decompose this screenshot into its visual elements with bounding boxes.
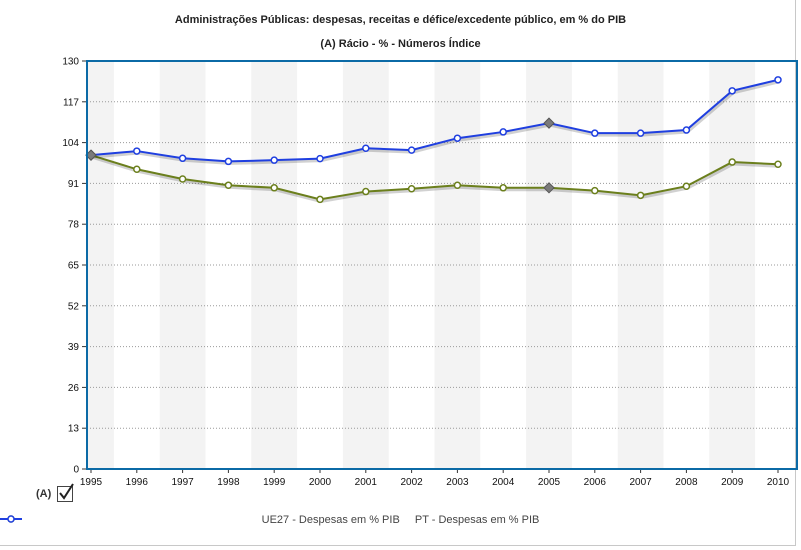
data-point xyxy=(453,134,462,142)
data-point xyxy=(178,175,187,183)
y-tick-label: 104 xyxy=(62,138,79,149)
series-line xyxy=(90,154,779,201)
data-point xyxy=(774,160,782,169)
x-tick-label: 1998 xyxy=(217,477,240,488)
x-tick-label: 2001 xyxy=(355,477,378,488)
chart-subtitle: (A) Rácio - % - Números Índice xyxy=(320,38,481,50)
y-tick-label: 52 xyxy=(68,301,80,312)
x-tick-label: 2002 xyxy=(400,477,423,488)
data-point xyxy=(499,128,507,136)
y-tick-label: 130 xyxy=(62,57,79,68)
data-point xyxy=(591,186,599,195)
data-point-highlight xyxy=(543,182,555,194)
data-point xyxy=(133,147,141,155)
x-tick-label: 2005 xyxy=(538,477,561,488)
x-tick-label: 2010 xyxy=(767,477,790,488)
data-point xyxy=(407,146,416,154)
x-tick-label: 2004 xyxy=(492,477,515,488)
x-tick-label: 2008 xyxy=(675,477,698,488)
legend-label-pt: PT - Despesas em % PIB xyxy=(414,514,540,526)
data-point xyxy=(316,154,324,163)
toggle-checkbox[interactable] xyxy=(57,483,75,502)
x-tick-label: 2000 xyxy=(309,477,332,488)
legend: UE27 - Despesas em % PIB PT - Despesas e… xyxy=(0,514,801,526)
data-point xyxy=(178,154,187,163)
chart-title: Administrações Públicas: despesas, recei… xyxy=(174,14,627,26)
legend-item-pt[interactable]: PT - Despesas em % PIB xyxy=(0,514,540,526)
y-tick-label: 26 xyxy=(68,383,80,394)
data-point xyxy=(362,187,370,196)
data-point xyxy=(224,181,233,190)
y-tick-label: 39 xyxy=(68,342,80,353)
x-tick-label: 1996 xyxy=(126,477,149,488)
data-point xyxy=(591,129,599,137)
data-point xyxy=(316,195,324,204)
toggle-label: (A) xyxy=(36,488,52,500)
y-tick-label: 13 xyxy=(68,424,80,435)
series-toggle[interactable]: (A) xyxy=(36,483,75,502)
column-band xyxy=(434,61,481,469)
data-point xyxy=(682,182,691,190)
x-tick-label: 1997 xyxy=(171,477,194,488)
y-tick-label: 78 xyxy=(68,220,80,231)
x-tick-label: 1999 xyxy=(263,477,286,488)
data-point xyxy=(499,184,507,192)
data-point xyxy=(774,76,782,84)
checkmark-icon xyxy=(59,483,75,500)
data-point xyxy=(362,144,370,152)
x-tick-label: 2007 xyxy=(629,477,652,488)
y-tick-label: 117 xyxy=(63,97,79,108)
x-tick-label: 1995 xyxy=(80,477,103,488)
y-tick-label: 91 xyxy=(68,179,80,190)
data-point xyxy=(453,181,462,190)
data-point xyxy=(224,157,233,166)
legend-item-ue27[interactable]: UE27 - Despesas em % PIB xyxy=(0,514,400,526)
column-band xyxy=(617,61,664,469)
column-band xyxy=(87,61,114,469)
series-line-shadow xyxy=(91,155,780,203)
data-point xyxy=(636,129,645,137)
x-tick-label: 2006 xyxy=(584,477,607,488)
series-line xyxy=(90,78,779,163)
data-point xyxy=(270,156,278,164)
column-band xyxy=(159,61,206,469)
data-point xyxy=(682,126,691,134)
data-point xyxy=(407,184,416,193)
data-point xyxy=(728,87,736,95)
legend-line-pt-icon xyxy=(0,515,22,523)
data-point xyxy=(270,184,278,192)
data-point xyxy=(636,191,645,200)
x-tick-label: 2003 xyxy=(446,477,469,488)
data-point xyxy=(728,158,736,166)
series-line-shadow xyxy=(91,80,780,165)
x-tick-label: 2009 xyxy=(721,477,744,488)
data-point xyxy=(133,165,141,174)
legend-label-ue27: UE27 - Despesas em % PIB xyxy=(261,514,400,526)
data-point-highlight xyxy=(543,117,555,129)
y-tick-label: 65 xyxy=(68,261,80,272)
y-tick-label: 0 xyxy=(73,465,79,476)
plot-area xyxy=(86,60,798,470)
